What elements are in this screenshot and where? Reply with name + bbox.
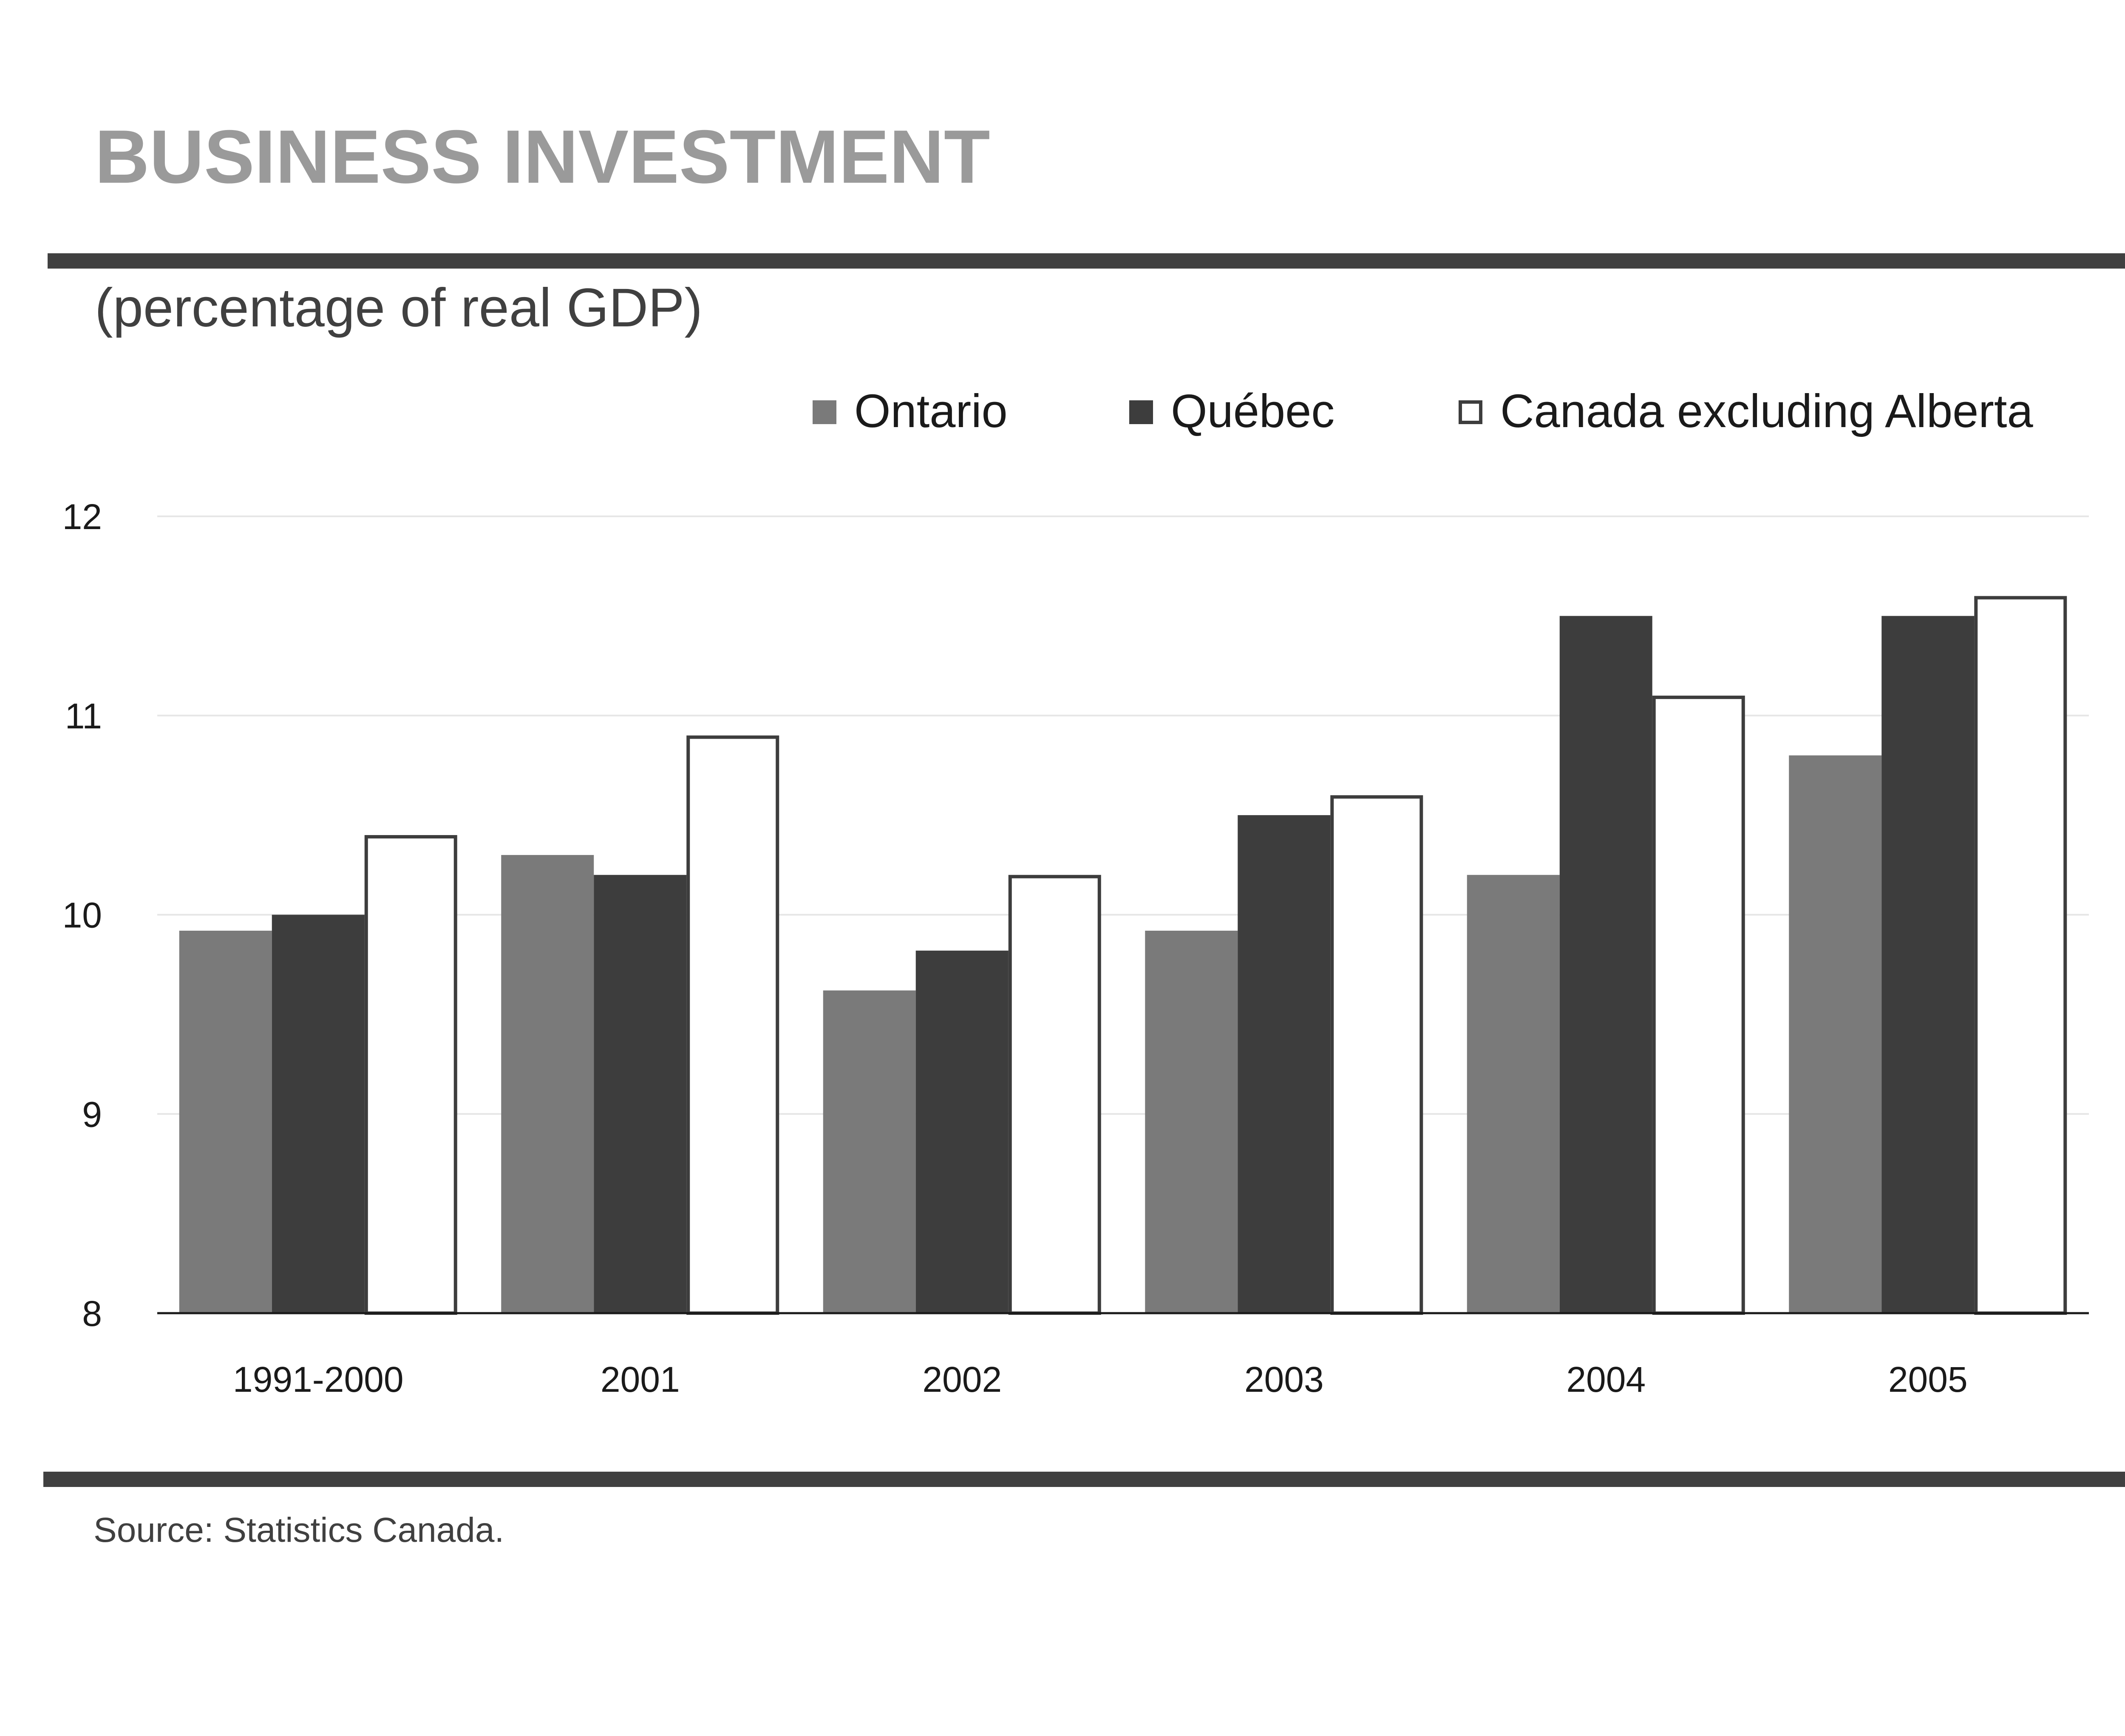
y-tick-label: 11: [65, 696, 102, 736]
x-tick-label: 2001: [601, 1359, 680, 1399]
x-tick-label: 2005: [1888, 1359, 1968, 1399]
bar: [1008, 875, 1101, 1315]
bar: [1559, 616, 1652, 1313]
bar: [1330, 795, 1423, 1315]
bar: [1467, 875, 1560, 1313]
chart-title: BUSINESS INVESTMENT: [95, 114, 990, 199]
bar: [1145, 931, 1238, 1313]
bar: [594, 875, 687, 1313]
bar: [272, 915, 365, 1313]
top-rule: [48, 253, 2125, 269]
bottom-rule: [43, 1472, 2125, 1487]
bar: [915, 950, 1009, 1313]
bar: [1881, 616, 1975, 1313]
x-axis: 1991-2000 2001 2002 2003 2004 2005: [233, 1359, 1968, 1399]
x-tick-label: 1991-2000: [233, 1359, 404, 1399]
bar: [823, 990, 916, 1313]
bar: [1789, 755, 1882, 1313]
legend-label: Ontario: [854, 385, 1008, 437]
bar: [1238, 815, 1331, 1313]
y-tick-label: 9: [82, 1094, 102, 1134]
bar: [364, 835, 457, 1315]
y-tick-label: 10: [62, 895, 102, 935]
chart-source: Source: Statistics Canada.: [94, 1511, 504, 1549]
legend: Ontario Québec Canada excluding Alberta: [813, 385, 2033, 437]
chart-subtitle: (percentage of real GDP): [95, 278, 703, 338]
bar: [501, 855, 594, 1313]
bar: [1974, 596, 2067, 1315]
y-tick-label: 12: [62, 497, 102, 537]
x-tick-label: 2004: [1566, 1359, 1646, 1399]
bar: [1652, 695, 1745, 1315]
legend-label: Canada excluding Alberta: [1500, 385, 2033, 437]
bars: [179, 596, 2067, 1315]
bar: [179, 931, 272, 1313]
bar: [686, 735, 779, 1315]
x-tick-label: 2003: [1244, 1359, 1324, 1399]
legend-swatch: [813, 400, 836, 424]
legend-swatch: [1459, 400, 1482, 424]
y-axis: 8 9 10 11 12: [62, 497, 102, 1334]
legend-swatch: [1129, 400, 1153, 424]
y-tick-label: 8: [82, 1294, 102, 1334]
legend-label: Québec: [1171, 385, 1334, 437]
gridlines: [157, 515, 2089, 1115]
x-tick-label: 2002: [922, 1359, 1002, 1399]
